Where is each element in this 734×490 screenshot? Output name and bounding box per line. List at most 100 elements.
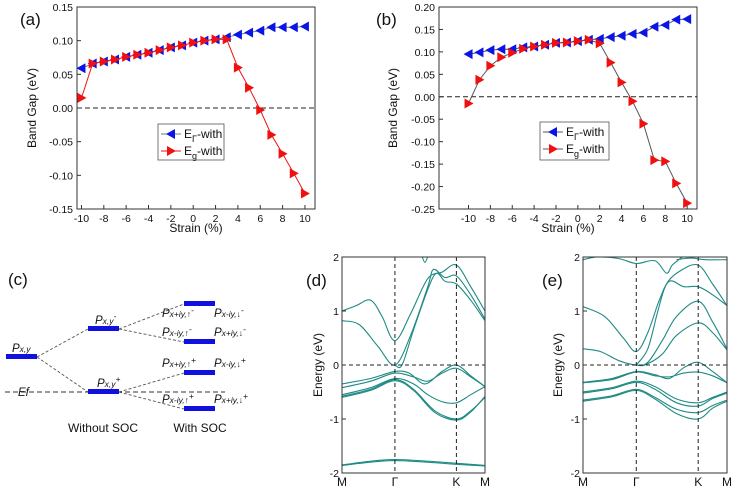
data-point-right-triangle: [639, 118, 649, 129]
band-curve: [342, 380, 485, 421]
band-curve: [394, 272, 485, 369]
data-point-left-triangle: [474, 47, 484, 58]
y-tick-label: 2: [333, 252, 339, 264]
y-tick-label: 0.10: [415, 47, 436, 59]
plot-frame: [438, 6, 698, 210]
legend-entry: EΓ-with: [184, 127, 222, 144]
x-tick-label: -6: [508, 213, 517, 225]
data-point-right-triangle: [267, 129, 277, 140]
band-lines: [583, 257, 727, 420]
data-point-right-triangle: [650, 155, 660, 166]
fermi-label: Ef: [18, 387, 31, 399]
y-tick-label: 0.10: [53, 36, 74, 48]
band-lines: [342, 257, 485, 467]
y-tick-label: 2: [574, 252, 580, 264]
y-axis-label: Energy (eV): [551, 333, 565, 397]
data-point-right-triangle: [256, 105, 266, 116]
panel-label-b: (b): [376, 10, 397, 29]
data-point-right-triangle: [541, 39, 551, 50]
panel-b: (b) -10 -8 -6 -4 -2 0 2 4 6 8 10 0.20 0.15 0.10 0.05 0.…: [376, 2, 698, 235]
x-tick-label: -8: [486, 213, 495, 225]
data-point-left-triangle: [463, 49, 473, 60]
label-pxy: Px,y: [12, 343, 31, 355]
y-tick-label: 0.05: [415, 69, 436, 81]
band-curve: [583, 388, 727, 414]
x-tick-label: 8: [280, 213, 286, 225]
data-point-right-triangle: [77, 92, 87, 103]
data-point-right-triangle: [617, 77, 627, 88]
energy-levels: [6, 301, 215, 411]
x-tick-label: 2: [213, 213, 219, 225]
data-point-left-triangle: [638, 27, 648, 38]
y-tick-label: -1: [571, 414, 580, 426]
y-axis-label: Energy (eV): [311, 333, 325, 397]
legend-marker: [549, 144, 558, 154]
label-soc-1b: Px-iy,↓-: [214, 305, 244, 320]
y-tick-label: 0.20: [415, 2, 436, 14]
series-line-1: [468, 39, 688, 204]
data-point-right-triangle: [178, 40, 188, 51]
data-point-right-triangle: [519, 43, 529, 54]
data-point-right-triangle: [497, 52, 507, 63]
band-curve: [583, 257, 684, 274]
data-point-left-triangle: [255, 25, 265, 36]
y-tick-label: -0.20: [411, 182, 435, 194]
level-pxy: [6, 354, 37, 359]
band-curve: [583, 300, 727, 366]
data-point-right-triangle: [584, 34, 594, 45]
connector-lines: [36, 303, 185, 410]
data-point-right-triangle: [245, 82, 255, 93]
legend-entry: EΓ-with: [566, 125, 604, 142]
data-point-right-triangle: [683, 198, 693, 209]
x-tick-label: 0: [190, 213, 196, 225]
legend-entry: Eg-with: [184, 144, 222, 161]
x-tick-label: -10: [461, 213, 476, 225]
y-tick-label: -1: [330, 414, 339, 426]
legend-entry: Eg-with: [566, 142, 604, 159]
x-axis-label: Strain (%): [169, 221, 222, 235]
k-point-label: Γ: [633, 475, 640, 489]
x-tick-label: 4: [235, 213, 241, 225]
x-tick-label: -2: [551, 213, 560, 225]
data-point-left-triangle: [649, 21, 659, 32]
x-tick-label: 10: [681, 213, 693, 225]
y-tick-label: -0.25: [411, 204, 435, 216]
level-pxy-plus: [88, 389, 119, 394]
level-soc-3: [184, 370, 215, 375]
with-soc-caption: With SOC: [173, 421, 227, 435]
band-curve: [342, 364, 485, 388]
level-pxy-minus: [88, 326, 119, 331]
data-point-left-triangle: [496, 44, 506, 55]
data-point-right-triangle: [222, 34, 232, 45]
label-soc-2b: Px+iy,↓-: [214, 324, 246, 339]
x-tick-label: -6: [121, 213, 130, 225]
legend-marker: [548, 127, 557, 137]
y-tick-label: 1: [574, 306, 580, 318]
data-point-right-triangle: [661, 156, 671, 167]
data-point-right-triangle: [110, 54, 120, 65]
k-point-label: M: [578, 475, 588, 489]
data-point-right-triangle: [530, 41, 540, 52]
panel-label-c: (c): [8, 270, 28, 289]
band-curve: [342, 367, 485, 389]
band-curve: [583, 389, 727, 420]
k-point-label: M: [337, 475, 347, 489]
band-curve: [342, 379, 485, 420]
y-axis-label: Band Gap (eV): [386, 68, 400, 148]
band-curve: [342, 268, 485, 366]
band-curve: [583, 361, 727, 384]
k-point-label: M: [722, 475, 732, 489]
y-tick-label: -0.10: [411, 137, 435, 149]
y-tick-label: -0.05: [411, 114, 435, 126]
x-tick-label: 6: [641, 213, 647, 225]
y-tick-label: -2: [571, 468, 580, 480]
k-point-label: K: [452, 475, 460, 489]
legend-marker: [166, 129, 175, 139]
k-point-label: K: [694, 475, 702, 489]
data-point-left-triangle: [244, 27, 254, 38]
data-point-right-triangle: [166, 42, 176, 53]
x-tick-label: -10: [74, 213, 89, 225]
y-tick-label: -0.15: [49, 204, 73, 216]
band-curve: [636, 322, 727, 367]
